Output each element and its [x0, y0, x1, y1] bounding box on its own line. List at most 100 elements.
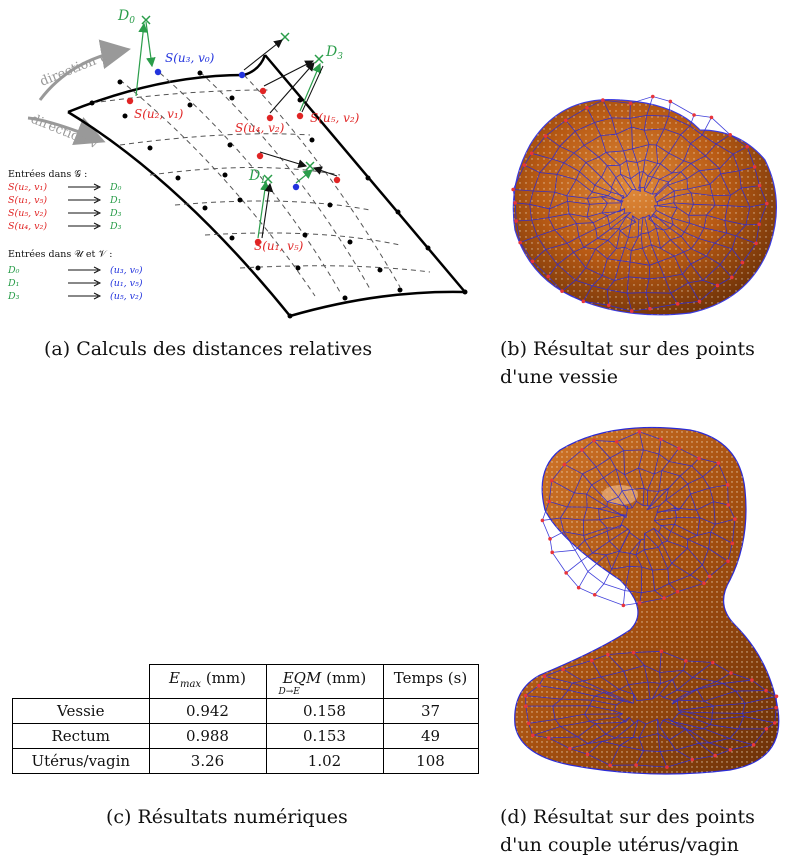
mesh-edge	[565, 120, 576, 132]
mesh-vertex	[585, 752, 590, 757]
legend-left: D₀	[7, 265, 20, 276]
mesh-edge	[549, 501, 568, 508]
mesh-edge	[578, 228, 596, 238]
mesh-edge	[703, 227, 728, 234]
mesh-edge	[692, 662, 713, 678]
mesh-edge	[688, 282, 700, 302]
mesh-edge	[614, 260, 621, 281]
mesh-vertex	[754, 241, 758, 246]
mesh-edge	[720, 170, 740, 175]
mesh-vertex	[580, 448, 584, 452]
mesh-edge	[574, 492, 587, 495]
mesh-vertex	[726, 503, 731, 507]
mesh-edge	[643, 665, 649, 683]
mesh-edge	[583, 527, 608, 536]
mesh-vertex	[728, 748, 733, 752]
mesh-edge	[629, 118, 633, 128]
mesh-edge	[548, 213, 570, 218]
mesh-edge	[636, 162, 640, 173]
mesh-vertex	[675, 589, 680, 594]
mesh-edge	[575, 267, 587, 281]
mesh-edge	[619, 247, 626, 261]
mesh-edge	[651, 683, 661, 700]
label-s-u5v2: S(u₅, v₂)	[310, 111, 360, 125]
mesh-edge	[594, 122, 602, 136]
mesh-edge	[670, 239, 685, 253]
mesh-edge	[749, 203, 767, 208]
mesh-edge	[628, 684, 638, 701]
mesh-edge	[587, 733, 606, 744]
table-row: Utérus/vagin 3.26 1.02 108	[12, 748, 479, 774]
mesh-edge	[615, 468, 623, 492]
mesh-edge	[661, 461, 670, 471]
legend-left: S(u₁, v₅)	[8, 195, 47, 206]
mesh-vertex	[606, 303, 611, 308]
mesh-edge	[609, 457, 617, 470]
mesh-edge	[713, 501, 729, 506]
mesh-edge	[691, 192, 713, 197]
mesh-edge	[516, 219, 532, 222]
mesh-edge	[696, 501, 714, 511]
mesh-vertex	[710, 660, 715, 665]
mesh-edge	[667, 568, 670, 584]
mesh-edge	[730, 187, 742, 196]
mesh-vertex	[563, 118, 568, 123]
mesh-vertex	[757, 183, 762, 188]
row-label: Rectum	[12, 723, 150, 749]
mesh-vertex	[752, 165, 757, 169]
mesh-vertex	[751, 743, 756, 747]
mesh-edge	[691, 248, 707, 257]
mesh-edge	[647, 163, 659, 177]
mesh-edge	[578, 571, 589, 588]
mesh-edge	[676, 207, 689, 216]
label-s-u2v1: S(u₂, v₁)	[134, 107, 184, 121]
mesh-edge	[584, 713, 623, 715]
mesh-edge	[687, 547, 703, 566]
legend-right: D₃	[109, 221, 122, 232]
table-row: Vessie 0.942 0.158 37	[12, 698, 479, 724]
mesh-edge	[674, 255, 683, 275]
mesh-edge	[674, 507, 697, 511]
mesh-edge	[600, 676, 620, 690]
mesh-edge	[562, 668, 584, 682]
mesh-edge	[531, 217, 549, 221]
mesh-vertex	[659, 649, 664, 654]
mesh-edge	[719, 264, 733, 278]
mesh-edge	[689, 730, 710, 744]
mesh-edge	[552, 549, 576, 553]
mesh-edge	[722, 679, 752, 684]
mesh-edge	[587, 506, 599, 510]
mesh-vertex	[716, 461, 721, 465]
mesh-edge	[618, 688, 634, 695]
mesh-edge	[591, 275, 603, 287]
mesh-edge	[735, 235, 757, 244]
mesh-vertex	[774, 694, 779, 699]
mesh-edge	[690, 574, 705, 584]
mesh-edge	[583, 238, 598, 248]
mesh-vertex	[546, 736, 551, 740]
mesh-edge	[586, 493, 608, 508]
row-emax: 0.942	[148, 698, 267, 724]
mesh-edge	[726, 232, 737, 237]
mesh-vertex	[648, 306, 652, 311]
mesh-vertex	[514, 219, 518, 223]
mesh-edge	[709, 173, 721, 185]
mesh-edge	[693, 203, 716, 206]
mesh-edge	[615, 177, 628, 197]
mesh-vertex	[549, 478, 554, 483]
mesh-edge	[589, 202, 608, 205]
mesh-vertex	[592, 438, 596, 443]
mesh-vertex	[659, 437, 663, 442]
direction-u-label: direction u	[38, 49, 110, 90]
mesh-edge	[565, 560, 582, 574]
mesh-edge	[594, 583, 605, 596]
mesh-vertex	[713, 753, 717, 758]
mesh-edge	[712, 712, 743, 714]
mesh-edge	[597, 228, 611, 239]
mesh-edge	[626, 293, 633, 312]
legend-right: D₁	[109, 195, 121, 206]
label-s-u3v0: S(u₃, v₀)	[165, 51, 215, 65]
mesh-edge	[668, 448, 680, 462]
mesh-edge	[637, 219, 640, 237]
mesh-edge	[668, 475, 681, 489]
